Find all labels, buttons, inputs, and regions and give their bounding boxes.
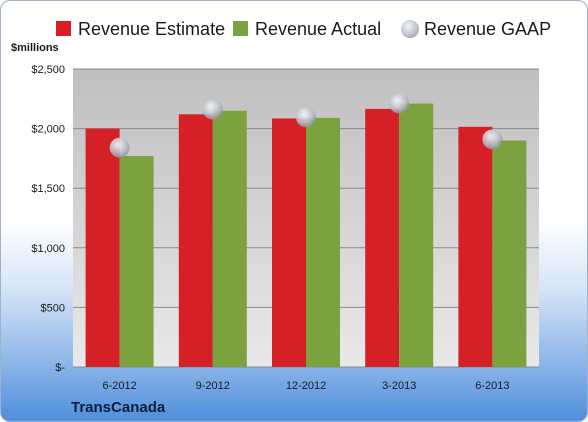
- x-axis: 6-2012 9-2012 12-2012 3-2013 6-2013: [102, 380, 509, 392]
- legend-label: Revenue Estimate: [78, 19, 225, 39]
- y-axis-unit-label: $millions: [11, 42, 59, 54]
- legend-label: Revenue Actual: [255, 19, 381, 39]
- marker-revenue-gaap: [202, 99, 223, 120]
- marker-revenue-gaap: [482, 129, 503, 150]
- y-tick-label: $2,000: [31, 124, 65, 136]
- x-tick-label: 3-2013: [382, 380, 416, 392]
- bars: [85, 103, 527, 368]
- legend-swatch: [56, 21, 71, 36]
- legend-swatch: [233, 21, 248, 36]
- marker-revenue-gaap: [109, 137, 130, 158]
- legend: Revenue Estimate Revenue Actual Revenue GA…: [56, 19, 551, 39]
- bar-revenue-actual: [399, 103, 434, 368]
- y-tick-label: $2,500: [31, 64, 65, 76]
- bar-revenue-actual: [119, 156, 154, 367]
- y-axis: $- $500 $1,000 $1,500 $2,000 $2,500: [31, 64, 65, 374]
- bar-revenue-estimate: [178, 114, 213, 368]
- y-tick-label: $500: [41, 302, 65, 314]
- x-tick-label: 6-2012: [102, 380, 136, 392]
- marker-revenue-gaap: [296, 107, 316, 128]
- legend-swatch: [401, 20, 419, 38]
- gaap-markers: [109, 93, 503, 158]
- bar-revenue-estimate: [458, 126, 493, 367]
- x-tick-label: 9-2012: [196, 380, 230, 392]
- bar-revenue-actual: [492, 140, 527, 367]
- bar-revenue-actual: [212, 110, 247, 367]
- bar-revenue-estimate: [85, 128, 120, 367]
- bar-revenue-estimate: [272, 118, 306, 367]
- y-tick-label: $1,500: [31, 183, 65, 195]
- x-tick-label: 6-2013: [475, 380, 509, 392]
- company-name: TransCanada: [71, 399, 166, 416]
- bar-revenue-actual: [306, 117, 340, 367]
- y-tick-label: $1,000: [31, 243, 65, 255]
- marker-revenue-gaap: [389, 93, 410, 114]
- x-tick-label: 12-2012: [286, 380, 326, 392]
- bar-revenue-estimate: [365, 108, 400, 367]
- y-tick-label: $-: [55, 362, 65, 374]
- legend-label: Revenue GAAP: [424, 19, 551, 39]
